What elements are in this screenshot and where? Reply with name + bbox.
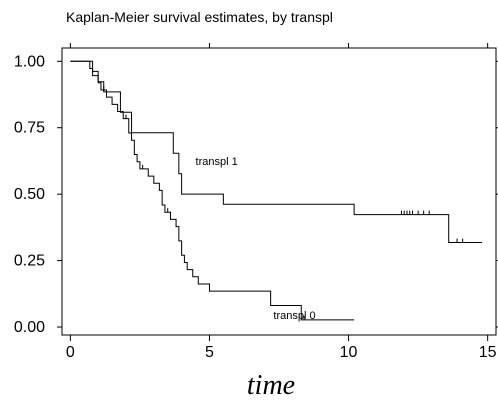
survival-curve-transpl-1 bbox=[70, 60, 483, 244]
y-tick-label: 0.00 bbox=[14, 319, 45, 336]
survival-curves bbox=[70, 60, 483, 321]
y-tick-label: 1.00 bbox=[14, 53, 45, 70]
axis-ticks: 0 5 10 15 0.00 0.25 0.50 0.75 1.00 bbox=[14, 43, 498, 361]
chart-title: Kaplan-Meier survival estimates, by tran… bbox=[66, 9, 333, 25]
curve-label: transpl 1 bbox=[196, 156, 238, 168]
curve-labels: transpl 0 transpl 1 bbox=[196, 156, 316, 322]
y-tick-label: 0.75 bbox=[14, 120, 45, 137]
x-tick-label: 0 bbox=[66, 344, 75, 361]
y-tick-label: 0.50 bbox=[14, 186, 45, 203]
curve-label: transpl 0 bbox=[273, 310, 315, 322]
survival-curve-transpl-0 bbox=[70, 60, 355, 321]
x-axis-label: time bbox=[247, 370, 295, 401]
x-tick-label: 5 bbox=[205, 344, 214, 361]
y-tick-label: 0.25 bbox=[14, 253, 45, 270]
x-tick-label: 10 bbox=[340, 344, 358, 361]
plot-frame bbox=[61, 47, 497, 336]
x-tick-label: 15 bbox=[479, 344, 497, 361]
